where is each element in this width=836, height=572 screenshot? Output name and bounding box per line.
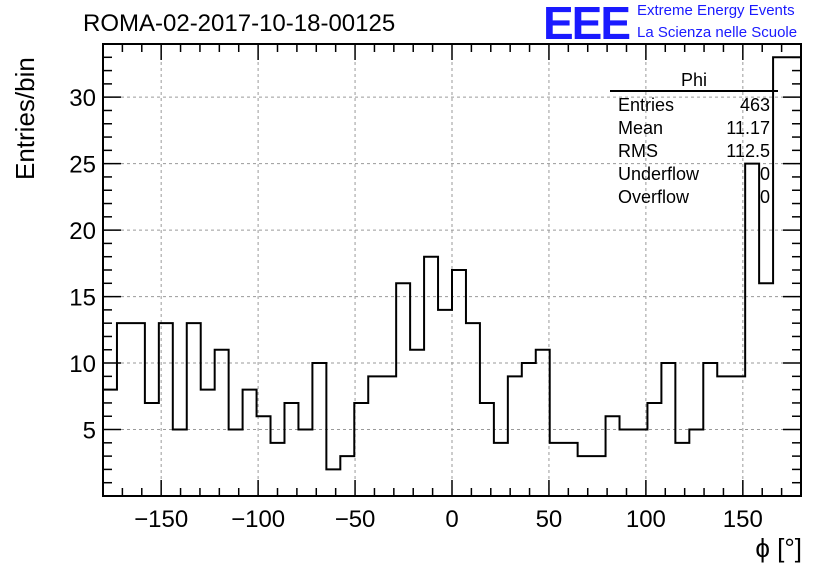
x-tick-label: 0 <box>445 506 458 533</box>
histogram <box>103 56 801 471</box>
y-tick-label: 25 <box>69 152 96 179</box>
histogram-line <box>103 56 801 471</box>
stats-value: 112.5 <box>726 141 770 161</box>
x-tick-label: −50 <box>335 506 376 533</box>
y-tick-label: 30 <box>69 85 96 112</box>
stats-label: RMS <box>618 141 658 161</box>
x-tick-label: −100 <box>231 506 285 533</box>
x-axis-label: ϕ [°] <box>755 533 802 563</box>
stats-box: Phi Entries 463 Mean 11.17 RMS 112.5 Underf… <box>610 70 778 209</box>
stats-value: 11.17 <box>726 118 770 138</box>
x-tick-label: 150 <box>723 506 763 533</box>
x-tick-label: 100 <box>626 506 666 533</box>
logo-line-1: Extreme Energy Events <box>637 2 795 19</box>
x-tick-label: 50 <box>536 506 563 533</box>
y-tick-label: 5 <box>83 418 96 445</box>
stats-row: Entries 463 <box>610 94 778 117</box>
x-tick-label: −150 <box>134 506 188 533</box>
stats-value: 0 <box>759 164 770 184</box>
stats-label: Mean <box>618 118 664 138</box>
tick-labels: −150 −100 −50 0 50 100 150 5 10 15 20 25 30 <box>69 85 763 533</box>
y-tick-label: 10 <box>69 351 96 378</box>
y-tick-label: 20 <box>69 218 96 245</box>
ticks <box>102 44 802 496</box>
stats-title: Phi <box>610 70 778 92</box>
logo-line-2: La Scienza nelle Scuole <box>637 24 798 41</box>
chart-title: ROMA-02-2017-10-18-00125 <box>83 10 396 37</box>
stats-row: Overflow 0 <box>610 186 778 209</box>
y-axis-label: Entries/bin <box>10 57 40 180</box>
stats-label: Overflow <box>618 187 690 207</box>
stats-label: Entries <box>618 95 675 115</box>
logo-text: EEE <box>543 0 631 49</box>
y-tick-label: 15 <box>69 285 96 312</box>
stats-row: Mean 11.17 <box>610 117 778 140</box>
stats-label: Underflow <box>618 164 700 184</box>
stats-row: Underflow 0 <box>610 163 778 186</box>
stats-row: RMS 112.5 <box>610 140 778 163</box>
stats-value: 0 <box>759 187 770 207</box>
stats-value: 463 <box>739 95 770 115</box>
